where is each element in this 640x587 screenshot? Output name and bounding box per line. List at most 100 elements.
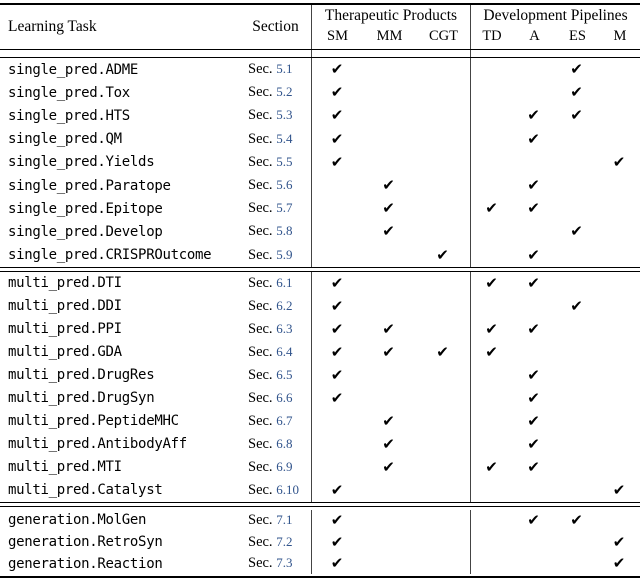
check-icon: ✔ [311,317,362,341]
check-cell-empty [415,220,470,243]
task-name: multi_pred.DTI [8,275,122,292]
section-link[interactable]: 6.6 [276,389,293,405]
check-cell-empty [415,387,470,410]
check-cell-empty [555,553,598,575]
check-cell-empty [598,220,640,243]
section-link[interactable]: 5.6 [276,177,293,193]
section-link[interactable]: 7.2 [276,533,293,549]
section-prefix: Sec. [248,481,277,498]
check-cell-empty [555,272,598,295]
check-cell-empty [415,128,470,151]
top-rule [0,3,640,5]
check-cell-empty [512,58,555,81]
section-link[interactable]: 6.1 [276,274,293,290]
check-cell-empty [470,127,512,151]
task-name: single_pred.Tox [8,84,130,101]
section-link[interactable]: 5.4 [276,130,293,146]
column-group-therapeutic-products: Therapeutic Products SM MM CGT [311,5,470,49]
check-cell-empty [555,197,598,220]
check-icon: ✔ [527,510,540,529]
check-icon: ✔ [527,273,540,292]
task-name: generation.RetroSyn [8,534,163,551]
check-icon: ✔ [311,552,362,575]
check-cell-empty [415,58,470,81]
section-link[interactable]: 6.10 [276,481,299,497]
check-icon: ✔ [311,150,362,174]
table-body: single_pred.ADME Sec. 5.1 ✔ ✔ single_pred.To… [0,58,640,576]
task-name: single_pred.HTS [8,107,130,124]
section-link[interactable]: 5.2 [276,84,293,100]
learning-tasks-table: Learning Task Section Therapeutic Produc… [0,3,640,579]
check-icon: ✔ [527,411,540,430]
check-cell-empty [311,197,362,221]
column-group-development-pipelines: Development Pipelines TD A ES M [470,5,640,49]
section-link[interactable]: 5.7 [276,200,293,216]
check-cell-empty [512,295,555,318]
check-cell-empty [362,531,415,553]
check-cell-empty [512,479,555,502]
check-cell-empty [512,220,555,243]
section-link[interactable]: 6.3 [276,320,293,336]
check-icon: ✔ [570,296,583,315]
check-cell-empty [415,318,470,341]
section-prefix: Sec. [248,274,277,291]
check-icon: ✔ [436,245,449,264]
check-icon: ✔ [470,197,512,221]
check-icon: ✔ [382,342,395,361]
section-link[interactable]: 5.8 [276,223,293,239]
check-cell-empty [555,318,598,341]
section-link[interactable]: 5.1 [276,61,293,77]
product-subcolumns: SM MM CGT [312,28,470,45]
section-prefix: Sec. [248,153,277,170]
section-link[interactable]: 6.2 [276,297,293,313]
check-cell-empty [415,104,470,127]
task-name: generation.Reaction [8,555,163,572]
check-cell-empty [555,433,598,456]
check-icon: ✔ [570,106,583,125]
section-prefix: Sec. [248,130,277,147]
check-cell-empty [598,295,640,318]
column-header-mm: MM [376,28,403,44]
section-cell: Sec. 6.8 [240,436,311,453]
table-row: single_pred.QM Sec. 5.4 ✔ ✔ [0,127,640,151]
check-icon: ✔ [527,106,540,125]
check-cell-empty [512,553,555,575]
section-link[interactable]: 6.8 [276,435,293,451]
check-cell-empty [415,364,470,387]
check-cell-empty [362,128,415,151]
task-block-single_pred: single_pred.ADME Sec. 5.1 ✔ ✔ single_pred.To… [0,58,640,267]
check-icon: ✔ [311,386,362,410]
section-cell: Sec. 6.6 [240,390,311,407]
section-link[interactable]: 6.4 [276,343,293,359]
check-cell-empty [598,456,640,479]
check-cell-empty [311,220,362,244]
section-cell: Sec. 6.5 [240,367,311,384]
check-icon: ✔ [311,478,362,502]
section-cell: Sec. 5.7 [240,200,311,217]
check-icon: ✔ [570,510,583,529]
task-name: multi_pred.PPI [8,321,122,338]
check-cell-empty [598,81,640,104]
check-cell-empty [362,272,415,295]
section-link[interactable]: 5.3 [276,107,293,123]
check-cell-empty [470,478,512,502]
section-prefix: Sec. [248,61,277,78]
check-cell-empty [470,243,512,267]
task-name: single_pred.Develop [8,223,163,240]
check-cell-empty [598,364,640,387]
section-link[interactable]: 7.3 [276,555,293,571]
check-icon: ✔ [527,245,540,264]
section-link[interactable]: 7.1 [276,511,293,527]
check-icon: ✔ [527,319,540,338]
table-row: multi_pred.DrugSyn Sec. 6.6 ✔ ✔ [0,386,640,410]
check-cell-empty [598,272,640,295]
task-name: multi_pred.Catalyst [8,482,163,499]
section-link[interactable]: 5.9 [276,246,293,262]
section-link[interactable]: 6.9 [276,458,293,474]
check-cell-empty [598,197,640,220]
section-link[interactable]: 5.5 [276,153,293,169]
section-link[interactable]: 6.5 [276,366,293,382]
table-row: single_pred.Paratope Sec. 5.6 ✔ ✔ [0,173,640,198]
section-link[interactable]: 6.7 [276,412,293,428]
section-cell: Sec. 6.10 [240,482,311,499]
